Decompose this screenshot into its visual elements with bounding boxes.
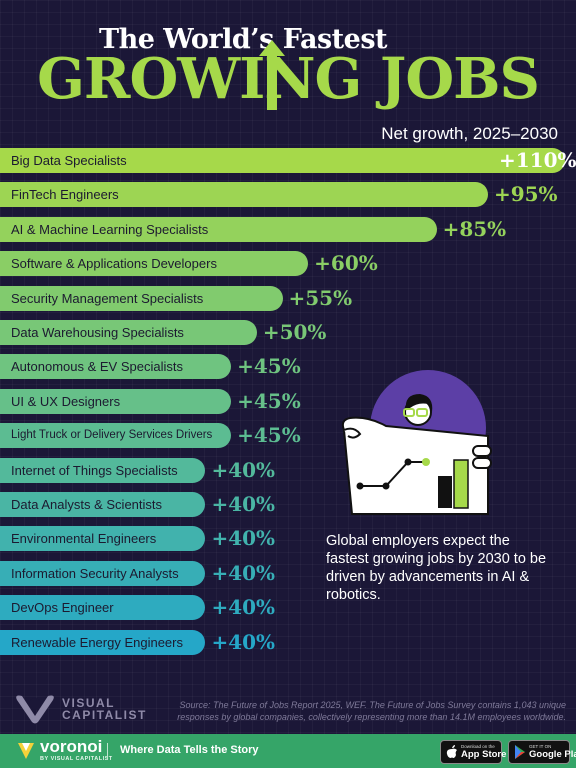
bar-value-label: +45%: [237, 388, 301, 413]
bar: DevOps Engineer: [0, 595, 206, 621]
bar-value-label: +85%: [442, 216, 507, 241]
bar-label: FinTech Engineers: [11, 187, 119, 203]
bar-label: Data Warehousing Specialists: [11, 325, 184, 340]
bar-value-label: +45%: [237, 354, 301, 379]
bar-value-label: +40%: [211, 629, 276, 654]
bar: FinTech Engineers: [0, 182, 488, 208]
bar-value-label: +110%: [499, 148, 576, 172]
bar-label: Software & Applications Developers: [11, 256, 217, 272]
bar-value-label: +40%: [211, 492, 276, 516]
side-note: Global employers expect the fastest grow…: [326, 533, 547, 603]
app-store-small-label: Download on the: [461, 744, 495, 749]
bar-label: Environmental Engineers: [11, 531, 157, 547]
bar: Internet of Things Specialists: [0, 457, 206, 483]
apple-icon: [446, 745, 457, 758]
person-holding-chart-icon: [341, 370, 492, 515]
google-play-icon: [515, 745, 525, 759]
bar-label: Internet of Things Specialists: [11, 462, 178, 478]
bar: Information Security Analysts: [0, 560, 206, 586]
up-arrow-icon: [259, 40, 285, 110]
footer-tagline: Where Data Tells the Story: [120, 744, 259, 756]
google-play-label: Google Play: [529, 749, 576, 760]
voronoi-subtitle: BY VISUAL CAPITALIST: [40, 756, 113, 762]
bar: Software & Applications Developers: [0, 251, 309, 277]
bar-label: Light Truck or Delivery Services Drivers: [11, 429, 213, 442]
title-line-1: The World’s Fastest: [98, 24, 388, 55]
chart-subtitle: Net growth, 2025–2030: [381, 124, 558, 143]
brand-line-2: CAPITALIST: [62, 708, 147, 722]
bar-label: DevOps Engineer: [11, 600, 114, 616]
bar: Big Data Specialists: [0, 148, 565, 173]
bar-value-label: +40%: [211, 595, 276, 620]
bar-label: Renewable Energy Engineers: [11, 634, 183, 650]
bar: Security Management Specialists: [0, 285, 283, 311]
bar-value-label: +95%: [493, 182, 558, 207]
bar-label: Big Data Specialists: [11, 153, 127, 168]
voronoi-wordmark: voronoi: [40, 737, 103, 756]
bar-value-label: +40%: [211, 526, 276, 551]
visual-capitalist-logo: [16, 695, 54, 724]
bar-label: UI & UX Designers: [11, 393, 121, 409]
bar: Data Analysts & Scientists: [0, 492, 206, 517]
bar-value-label: +40%: [211, 560, 276, 585]
bar-label: Security Management Specialists: [11, 290, 204, 306]
bar: Light Truck or Delivery Services Drivers: [0, 423, 232, 449]
app-store-label: App Store: [461, 749, 507, 760]
bar-value-label: +55%: [288, 285, 353, 310]
brand-wordmark: VISUAL CAPITALIST: [62, 697, 147, 721]
source-note: Source: The Future of Jobs Report 2025, …: [177, 700, 566, 722]
bar: UI & UX Designers: [0, 388, 232, 414]
title-line-2: GROWING JOBS: [37, 46, 540, 112]
bar: Environmental Engineers: [0, 526, 206, 552]
bar: Renewable Energy Engineers: [0, 629, 206, 655]
footer-bar: voronoi BY VISUAL CAPITALIST Where Data …: [0, 734, 576, 768]
bar-label: Information Security Analysts: [11, 565, 179, 581]
brand-line-1: VISUAL: [62, 696, 116, 710]
bar: Autonomous & EV Specialists: [0, 354, 232, 380]
google-play-button[interactable]: GET IT ON Google Play: [508, 740, 576, 764]
bar: Data Warehousing Specialists: [0, 320, 257, 345]
bar-value-label: +60%: [314, 251, 378, 276]
bar-label: Autonomous & EV Specialists: [11, 359, 183, 375]
footer-divider: [107, 743, 108, 759]
app-store-button[interactable]: Download on the App Store: [440, 740, 506, 764]
bar: AI & Machine Learning Specialists: [0, 216, 437, 242]
bar-value-label: +40%: [211, 457, 276, 482]
bar-value-label: +45%: [237, 423, 301, 448]
bar-value-label: +50%: [262, 320, 327, 344]
voronoi-logo-icon: [18, 743, 34, 759]
bar-label: Data Analysts & Scientists: [11, 497, 163, 512]
google-play-small-label: GET IT ON: [529, 744, 552, 749]
bar-label: AI & Machine Learning Specialists: [11, 221, 209, 237]
